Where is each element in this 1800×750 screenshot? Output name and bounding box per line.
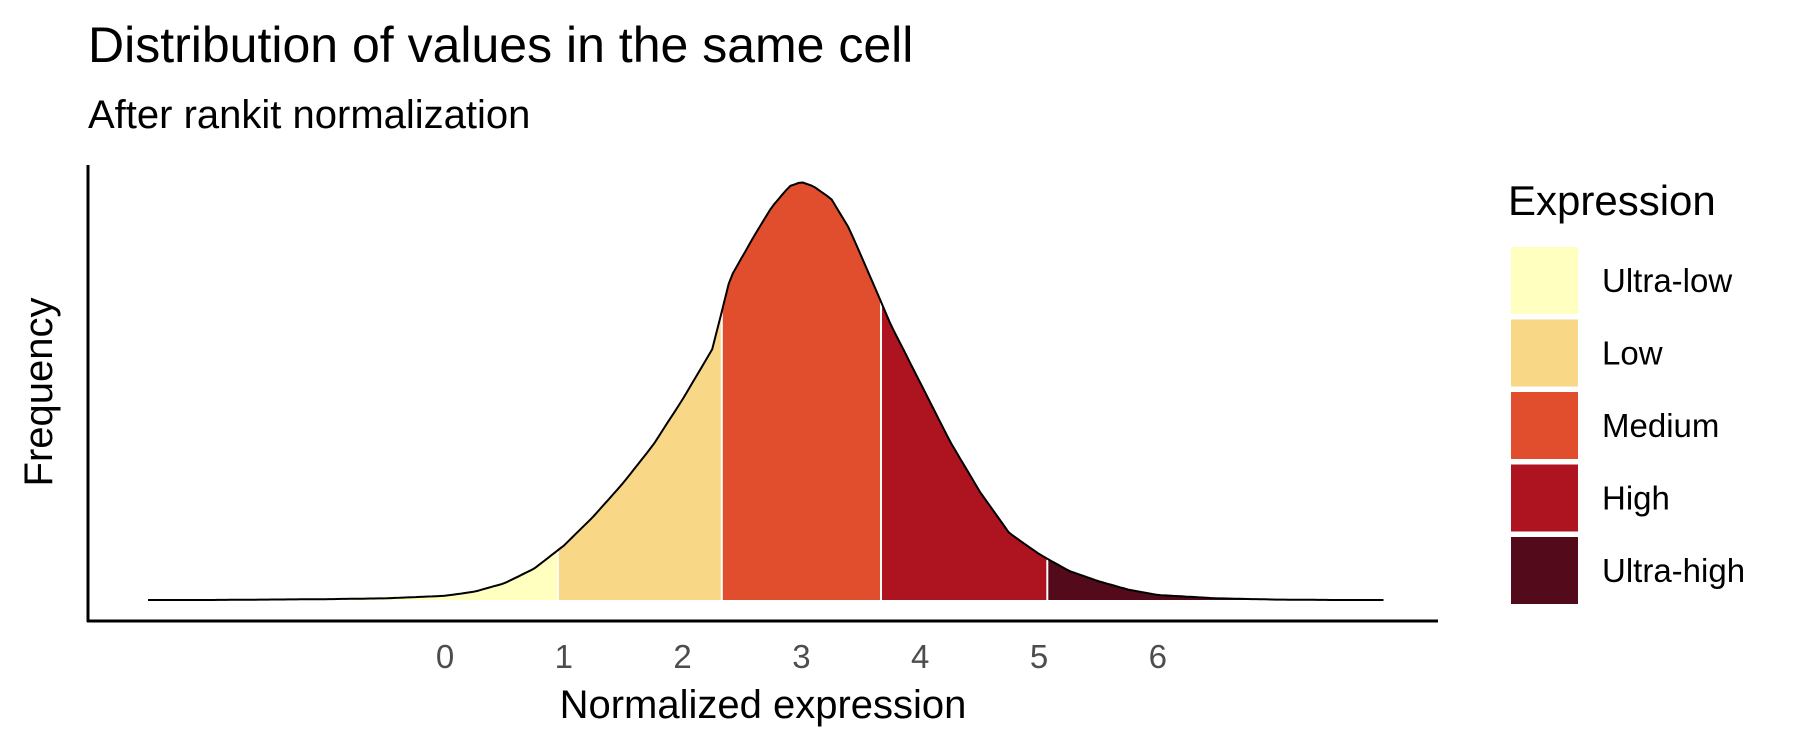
- density-bin-ultra-high: [1047, 558, 1384, 600]
- legend-title: Expression: [1508, 177, 1716, 224]
- x-tick-label: 6: [1149, 638, 1167, 675]
- y-axis-title: Frequency: [17, 298, 61, 487]
- x-tick-label: 4: [911, 638, 929, 675]
- chart-subtitle: After rankit normalization: [88, 93, 530, 137]
- legend-swatch-ultra-high: [1511, 537, 1578, 604]
- legend-label-medium: Medium: [1602, 407, 1719, 444]
- chart-title: Distribution of values in the same cell: [88, 17, 913, 73]
- legend-swatch-high: [1511, 464, 1578, 532]
- x-axis-title: Normalized expression: [560, 683, 967, 727]
- density-bin-medium: [721, 182, 881, 600]
- x-tick-label: 1: [555, 638, 573, 675]
- density-bin-low: [557, 311, 722, 600]
- x-axis-ticks: 0 1 2 3 4 5 6: [436, 638, 1167, 675]
- legend-label-ultra-high: Ultra-high: [1602, 552, 1745, 589]
- x-tick-label: 0: [436, 638, 454, 675]
- x-tick-label: 3: [792, 638, 810, 675]
- x-tick-label: 2: [673, 638, 691, 675]
- density-bin-high: [881, 301, 1048, 600]
- density-curve: [148, 181, 1384, 601]
- legend-label-high: High: [1602, 480, 1670, 517]
- legend-label-low: Low: [1602, 335, 1663, 372]
- legend-label-ultra-low: Ultra-low: [1602, 262, 1732, 299]
- legend: Expression Ultra-low Low Medium High Ultra-h…: [1508, 177, 1745, 604]
- legend-swatch-medium: [1511, 392, 1578, 459]
- x-tick-label: 5: [1030, 638, 1048, 675]
- plot-area: [148, 181, 1384, 601]
- legend-swatch-ultra-low: [1511, 247, 1578, 314]
- legend-swatch-low: [1511, 319, 1578, 387]
- density-bin-ultra-low: [148, 550, 558, 600]
